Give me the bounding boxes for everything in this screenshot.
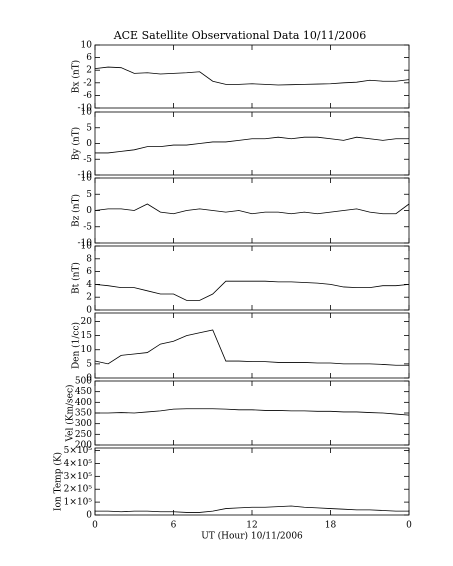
y-tick-label: 5 — [86, 123, 92, 133]
x-tick-label: 0 — [406, 521, 412, 531]
y-tick-label: -5 — [83, 155, 92, 165]
y-tick-label: 5 — [86, 359, 92, 369]
plot-frame — [94, 380, 410, 446]
y-tick-label: 15 — [81, 331, 93, 341]
y-tick-label: 2 — [86, 293, 92, 303]
data-line — [94, 66, 410, 86]
y-tick-label: 10 — [81, 174, 93, 184]
y-tick-label: 10 — [81, 242, 93, 252]
y-tick-label: 0 — [86, 306, 92, 316]
plot-frame — [94, 312, 410, 379]
y-tick-label: 0 — [86, 206, 92, 216]
y-axis-label: Bx (nT) — [71, 60, 82, 93]
y-tick-label: 300 — [75, 419, 92, 429]
y-tick-label: 20 — [81, 317, 93, 327]
y-tick-label: 10 — [81, 345, 93, 355]
y-tick-label: 0 — [86, 139, 92, 149]
y-axis-label: Den (1/cc) — [71, 322, 82, 369]
y-tick-label: 350 — [75, 409, 92, 419]
data-line — [95, 505, 409, 513]
y-tick-label: 6 — [86, 53, 92, 63]
x-tick-label: 18 — [325, 521, 337, 531]
y-tick-label: 400 — [75, 398, 92, 408]
data-line — [95, 408, 410, 416]
plot-frame — [94, 111, 410, 176]
y-tick-label: -10 — [78, 171, 93, 181]
x-tick-label: 6 — [171, 521, 177, 531]
y-tick-label: 10 — [81, 108, 93, 118]
y-tick-label: 500 — [75, 377, 92, 387]
y-tick-label: -6 — [83, 91, 92, 101]
y-tick-label: 6 — [86, 267, 92, 277]
y-tick-label: 1×10⁵ — [64, 498, 93, 508]
y-tick-label: 5×10⁵ — [64, 446, 93, 456]
data-line — [95, 136, 409, 154]
plot-frame — [94, 44, 410, 109]
y-tick-label: 4 — [86, 280, 92, 290]
y-tick-label: 450 — [75, 387, 92, 397]
y-tick-label: 4×10⁵ — [64, 459, 93, 469]
x-tick-label: 12 — [246, 521, 257, 531]
y-axis-label: Bz (nT) — [71, 194, 82, 227]
chart-title: ACE Satellite Observational Data 10/11/2… — [113, 29, 367, 42]
x-tick-label: 0 — [92, 521, 98, 531]
y-axis-label: Vel (Km/sec) — [65, 384, 76, 442]
y-tick-label: -10 — [78, 104, 93, 114]
y-tick-label: 250 — [75, 430, 92, 440]
y-tick-label: -2 — [83, 78, 92, 88]
x-axis-label: UT (Hour) 10/11/2006 — [201, 531, 303, 542]
y-tick-label: 0 — [86, 511, 92, 521]
y-tick-label: 3×10⁵ — [64, 472, 93, 482]
plot-frame — [94, 447, 410, 516]
y-tick-label: 200 — [75, 441, 92, 451]
plot-frame — [94, 245, 410, 311]
y-tick-label: 0 — [86, 374, 92, 384]
y-tick-label: 10 — [81, 41, 93, 51]
data-line — [94, 203, 410, 215]
y-tick-label: -10 — [78, 239, 93, 249]
y-axis-label: Ion Temp (K) — [53, 452, 64, 511]
y-axis-label: Bt (nT) — [71, 262, 82, 294]
y-tick-label: 5 — [86, 190, 92, 200]
y-tick-label: 2 — [86, 66, 92, 76]
data-line — [94, 329, 409, 366]
y-tick-label: 8 — [86, 254, 92, 264]
y-tick-label: -5 — [83, 222, 92, 232]
data-line — [94, 280, 410, 301]
y-axis-label: By (nT) — [71, 127, 82, 160]
y-tick-label: 2×10⁵ — [64, 485, 93, 495]
